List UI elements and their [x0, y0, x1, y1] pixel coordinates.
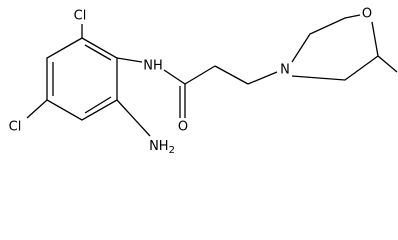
benzene-ring	[46, 37, 118, 121]
aromatic-double-bond	[84, 44, 112, 61]
atom-label: NH2	[149, 139, 175, 155]
atom-label: O	[178, 120, 188, 135]
bond	[116, 57, 143, 63]
atom-label: Cl	[74, 9, 87, 24]
atom-label: N	[280, 63, 290, 78]
bond	[116, 99, 151, 137]
aromatic-double-bond	[84, 96, 112, 114]
structure-diagram: Cl Cl NH NH2 O N O	[9, 7, 398, 155]
methyl-bond	[377, 55, 398, 73]
atom-labels: Cl Cl NH NH2 O N O	[9, 7, 372, 155]
atom-label: NH	[143, 59, 163, 74]
bonds	[26, 14, 398, 137]
bond	[214, 65, 249, 85]
bond	[163, 69, 186, 85]
bond	[26, 99, 48, 119]
atom-subscript: 2	[169, 145, 175, 154]
morpholine-bond	[291, 14, 361, 63]
bond	[184, 65, 216, 85]
morpholine-bond	[291, 21, 379, 81]
atom-label: O	[362, 7, 372, 22]
atom-symbol: NH	[149, 139, 169, 154]
bond	[247, 71, 278, 85]
atom-label: Cl	[9, 120, 22, 135]
